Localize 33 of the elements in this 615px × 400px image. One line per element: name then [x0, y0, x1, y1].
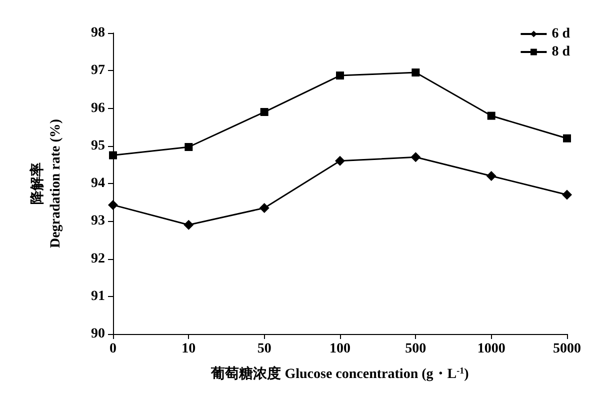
point — [412, 68, 420, 77]
y-tick-label: 95 — [91, 138, 105, 154]
point — [108, 200, 118, 210]
x-tick-label: 1000 — [477, 342, 506, 356]
point — [109, 151, 117, 160]
point — [335, 156, 345, 166]
point — [184, 220, 194, 230]
x-tick-label: 10 — [182, 342, 196, 356]
point — [487, 112, 496, 120]
legend-label: 8 d — [552, 44, 570, 60]
point — [259, 202, 270, 213]
point — [260, 108, 268, 116]
point — [336, 72, 344, 80]
x-tick-label: 100 — [330, 342, 350, 356]
point — [563, 134, 571, 142]
y-tick-label: 93 — [91, 214, 105, 229]
y-tick-label: 96 — [91, 100, 105, 116]
y-tick-label: 98 — [91, 26, 105, 40]
y-tick-label: 97 — [91, 63, 105, 78]
x-tick-label: 50 — [257, 342, 272, 356]
y-tick-label: 92 — [91, 251, 105, 266]
y-tick-label: 90 — [91, 326, 105, 342]
point — [562, 190, 572, 200]
x-tick-label: 0 — [110, 342, 116, 356]
legend-label: 6 d — [552, 26, 570, 42]
y-tick-label: 91 — [91, 288, 105, 304]
y-axis-title: 降解率 Degradation rate (%) — [28, 118, 64, 248]
y-tick-label: 94 — [91, 176, 105, 191]
point — [184, 143, 193, 152]
x-tick-label: 5000 — [553, 342, 581, 356]
x-tick-label: 500 — [405, 342, 426, 356]
point — [486, 170, 496, 181]
point — [410, 152, 421, 162]
